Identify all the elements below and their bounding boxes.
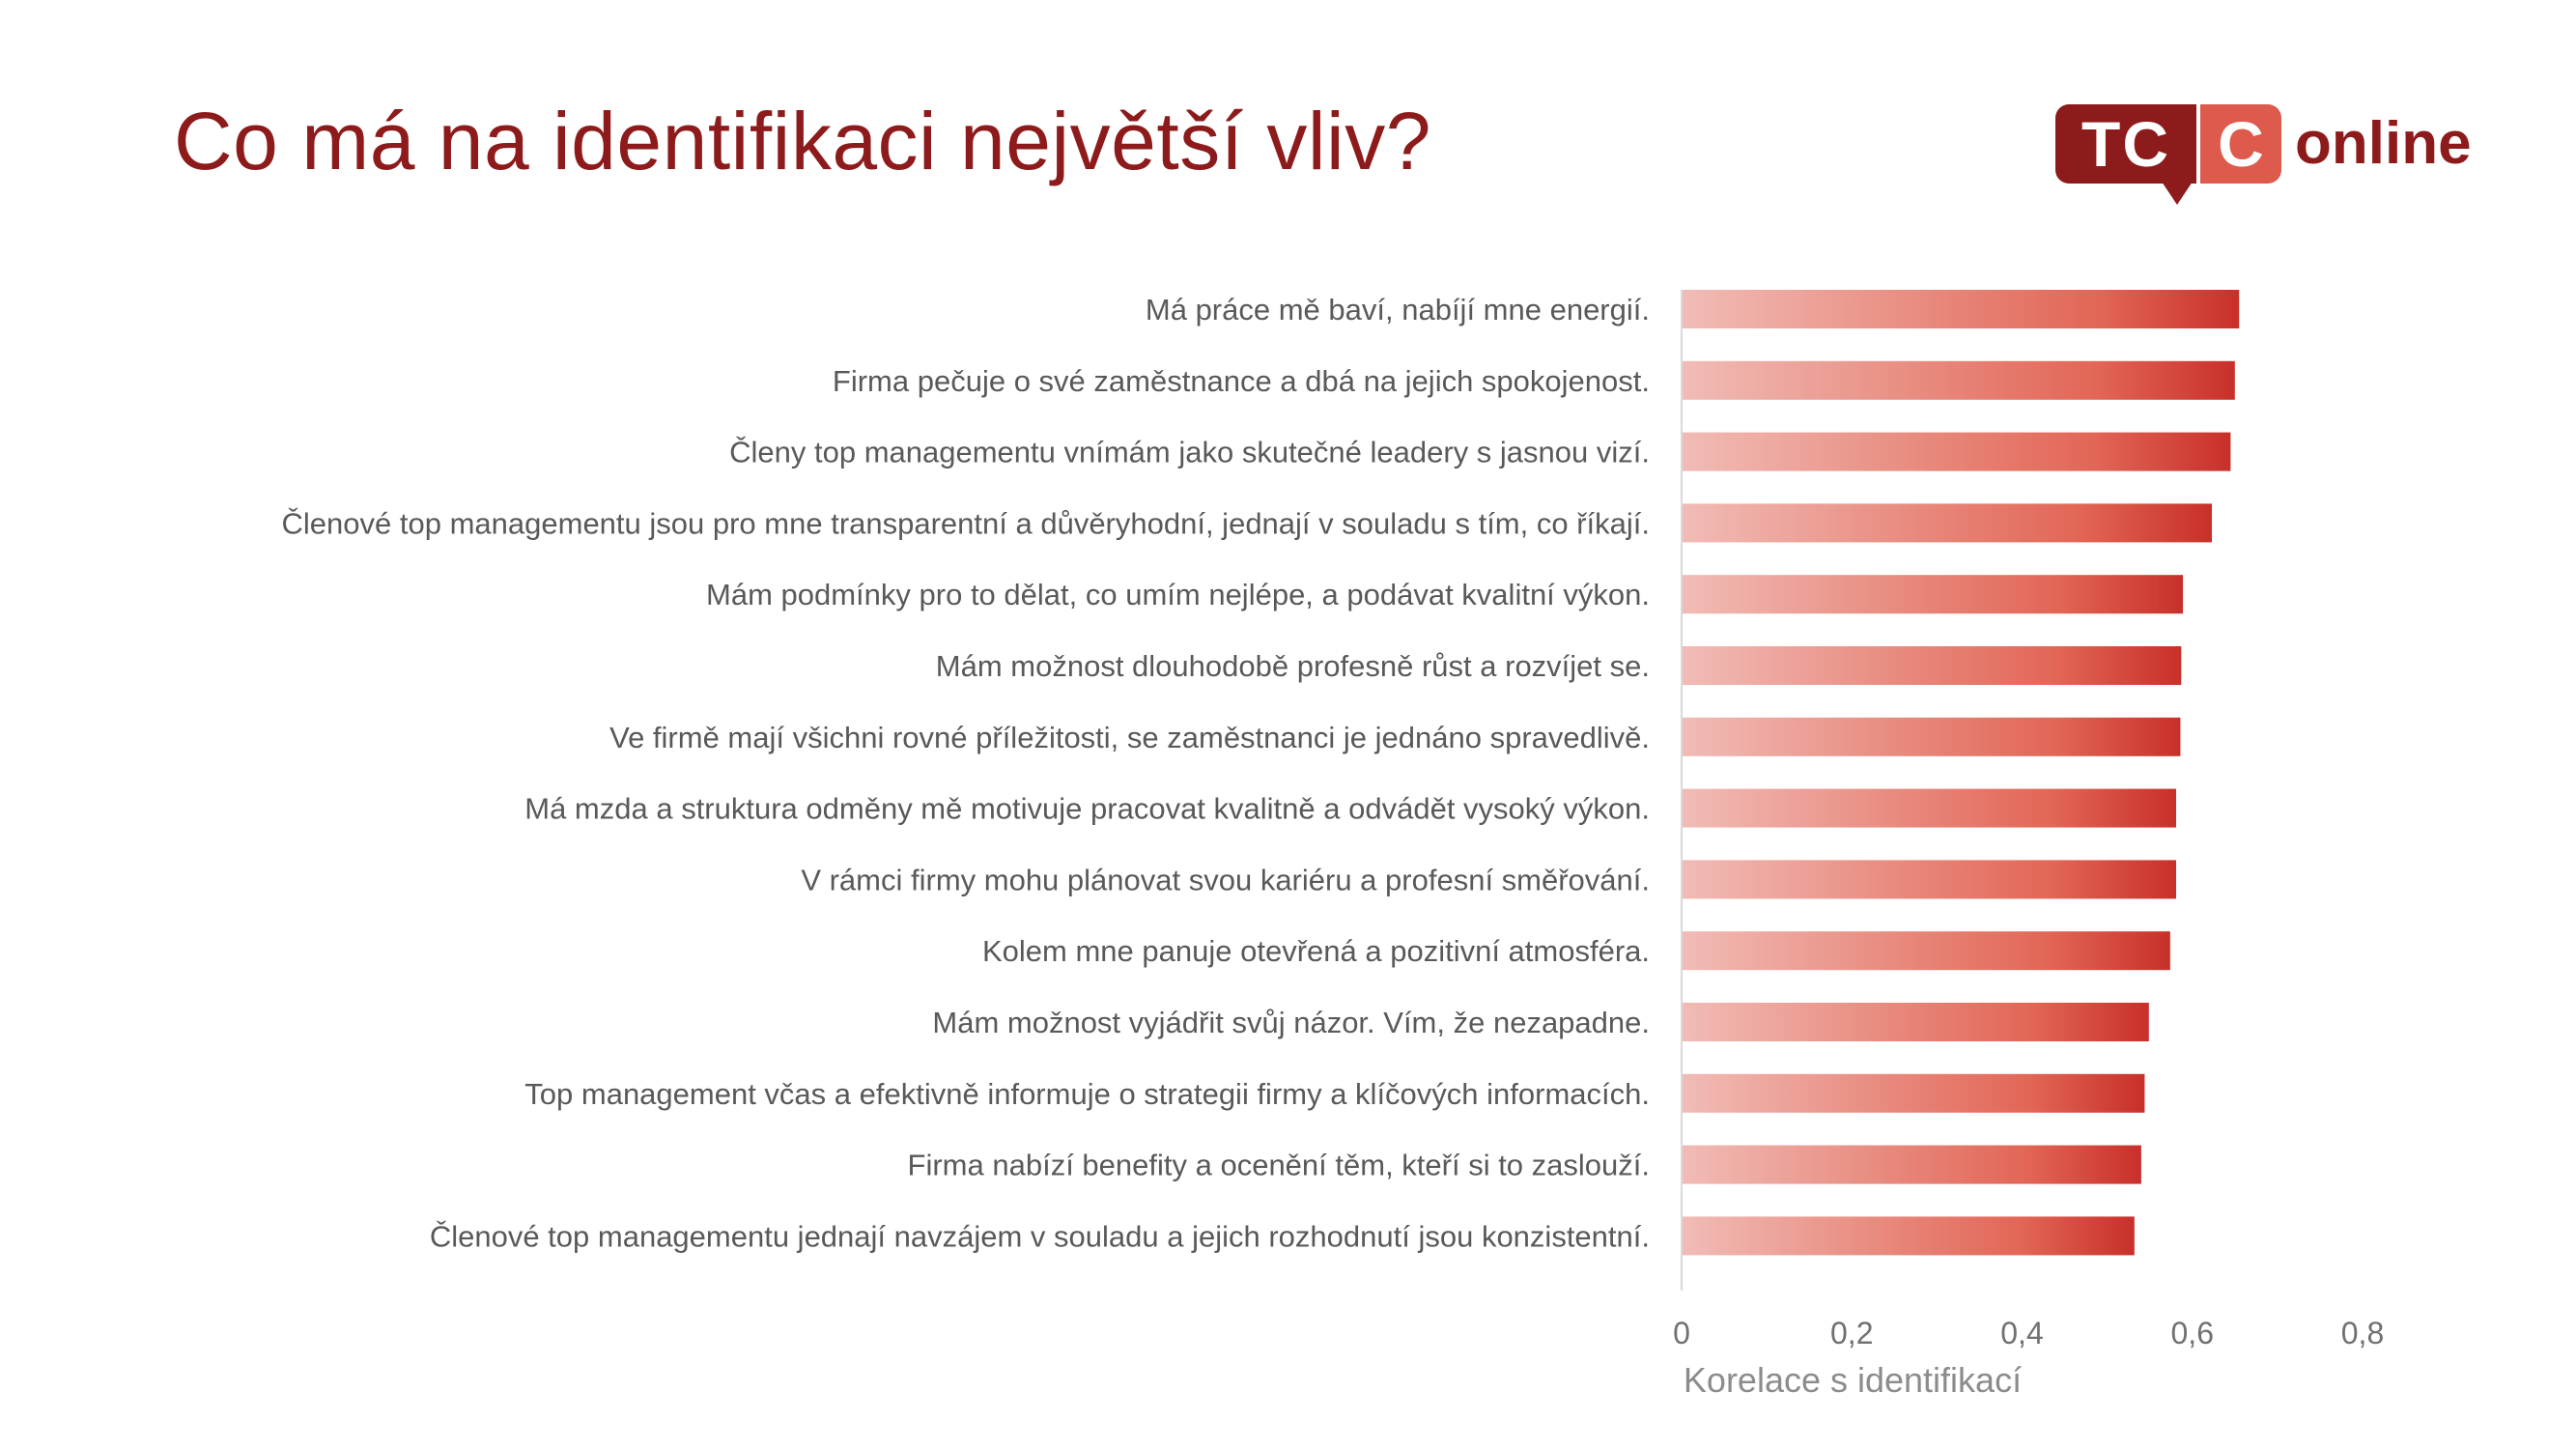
logo-c-block: C: [2200, 104, 2281, 184]
x-tick-label-2: 0,2: [1830, 1316, 1873, 1350]
category-labels: Má práce mě baví, nabíjí mne energií. Fir…: [282, 293, 1650, 1253]
bar-14: [1682, 1216, 2135, 1256]
category-label-4: Členové top managementu jsou pro mne tra…: [282, 506, 1650, 540]
logo-speech-tail: [2162, 182, 2193, 205]
x-tick-label-3: 0,4: [2000, 1316, 2043, 1350]
bar-10: [1682, 931, 2170, 971]
x-tick-label-4: 0,6: [2171, 1316, 2214, 1350]
bar-4: [1682, 503, 2213, 543]
category-label-6: Mám možnost dlouhodobě profesně růst a r…: [936, 649, 1650, 683]
category-label-14: Členové top managementu jednají navzájem…: [430, 1219, 1650, 1253]
bar-12: [1682, 1073, 2145, 1113]
category-label-1: Má práce mě baví, nabíjí mne energií.: [1146, 293, 1650, 327]
category-label-5: Mám podmínky pro to dělat, co umím nejlé…: [706, 578, 1650, 611]
logo-online-text: online: [2295, 110, 2472, 177]
x-tick-label-5: 0,8: [2341, 1316, 2384, 1350]
bar-3: [1682, 432, 2231, 471]
bar-9: [1682, 860, 2177, 899]
bar-13: [1682, 1145, 2141, 1184]
category-label-8: Má mzda a struktura odměny mě motivuje p…: [524, 792, 1650, 826]
page-title: Co má na identifikaci největší vliv?: [174, 96, 1431, 186]
bar-series: [1682, 290, 2240, 1256]
category-label-9: V rámci firmy mohu plánovat svou kariéru…: [801, 863, 1650, 896]
bar-2: [1682, 360, 2235, 400]
bar-8: [1682, 788, 2177, 828]
category-label-11: Mám možnost vyjádřit svůj názor. Vím, že…: [932, 1006, 1650, 1039]
category-label-3: Členy top managementu vnímám jako skuteč…: [729, 436, 1650, 469]
bar-6: [1682, 646, 2182, 685]
category-label-2: Firma pečuje o své zaměstnance a dbá na …: [833, 364, 1650, 398]
category-label-13: Firma nabízí benefity a ocenění těm, kte…: [908, 1149, 1650, 1182]
bar-7: [1682, 717, 2181, 756]
x-axis-ticks: 0 0,2 0,4 0,6 0,8: [1673, 1316, 2384, 1350]
category-label-10: Kolem mne panuje otevřená a pozitivní at…: [982, 934, 1650, 968]
logo-tc-block: TC: [2055, 104, 2196, 184]
bar-11: [1682, 1003, 2149, 1041]
x-axis-title: Korelace s identifikací: [1684, 1360, 2022, 1400]
category-label-7: Ve firmě mají všichni rovné příležitosti…: [609, 721, 1650, 754]
x-tick-label-1: 0: [1673, 1316, 1690, 1350]
tcc-online-logo: TC C online: [2055, 104, 2472, 211]
bar-1: [1682, 290, 2240, 328]
category-label-12: Top management včas a efektivně informuj…: [524, 1077, 1650, 1111]
bar-5: [1682, 575, 2184, 614]
